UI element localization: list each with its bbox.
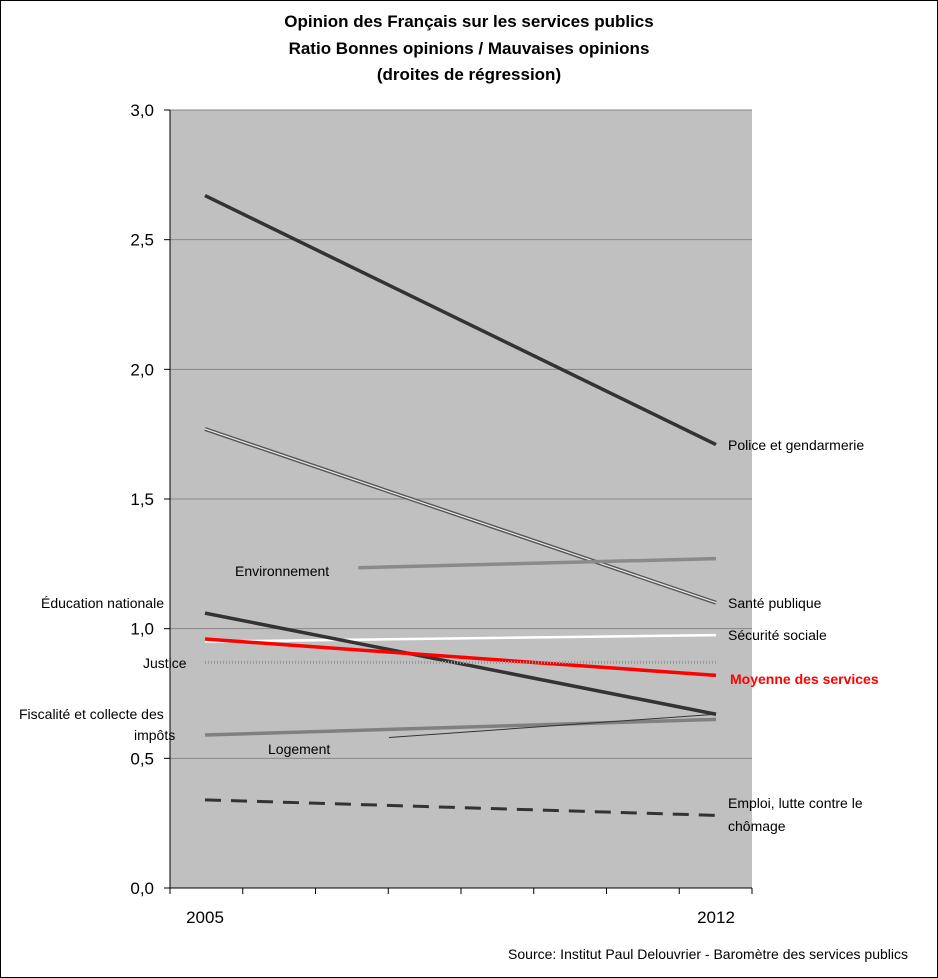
y-tick-label: 3,0 [130, 101, 154, 120]
series-line-s-curit-sociale [204, 633, 717, 643]
label-sante: Santé publique [728, 595, 822, 611]
series-line-police-et-gendarmerie [204, 194, 717, 447]
label-fiscalite-line1: Fiscalité et collecte des [19, 706, 164, 722]
label-fiscalite-line2: impôts [134, 727, 175, 743]
series-line-moyenne-des-services [204, 637, 717, 678]
y-tick-label: 1,5 [130, 490, 154, 509]
source-note: Source: Institut Paul Delouvrier - Barom… [508, 946, 908, 962]
label-education: Éducation nationale [41, 595, 164, 611]
label-justice: Justice [143, 655, 187, 671]
x-tick-label: 2012 [697, 908, 735, 927]
label-emploi-line1: Emploi, lutte contre le [728, 795, 863, 811]
label-securite: Sécurité sociale [728, 627, 827, 643]
label-logement: Logement [268, 741, 330, 757]
chart-title-line-2: Ratio Bonnes opinions / Mauvaises opinio… [288, 39, 650, 58]
label-police: Police et gendarmerie [728, 437, 864, 453]
chart-title-line-3: (droites de régression) [376, 65, 562, 84]
label-emploi-line2: chômage [728, 818, 786, 834]
series-line-environnement [358, 556, 717, 570]
y-tick-label: 0,0 [130, 879, 154, 898]
series-line-emploi-lutte-contre-le-ch-mage [204, 798, 717, 817]
chart-title-line-1: Opinion des Français sur les services pu… [284, 12, 654, 31]
y-tick-label: 2,5 [130, 231, 154, 250]
series-line-sant-publique-inner [204, 428, 717, 604]
label-moyenne: Moyenne des services [730, 671, 879, 687]
label-environnement: Environnement [235, 563, 329, 579]
y-tick-label: 0,5 [130, 749, 154, 768]
y-tick-label: 1,0 [130, 620, 154, 639]
series-line-fiscalit-et-collecte-des-imp-ts [204, 717, 717, 737]
y-tick-label: 2,0 [130, 360, 154, 379]
x-tick-label: 2005 [186, 908, 224, 927]
series-line-logement [388, 713, 717, 738]
